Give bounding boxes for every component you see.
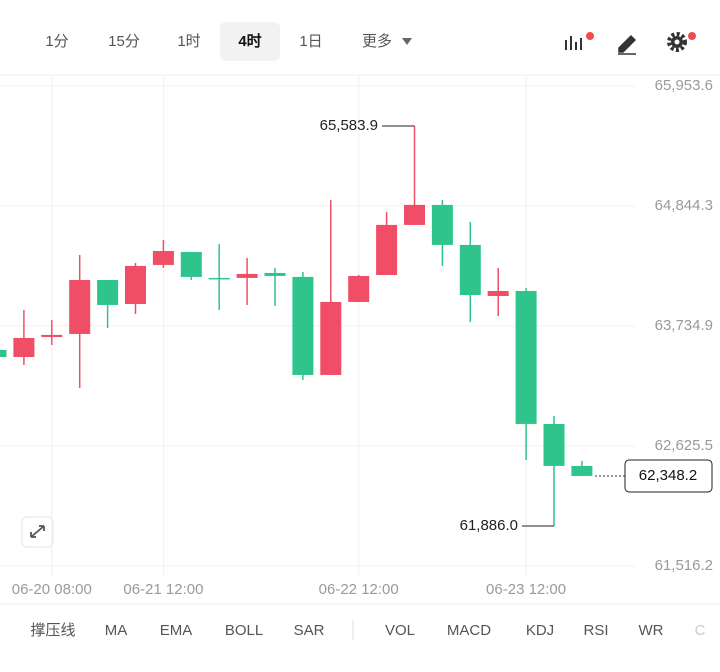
y-tick-label: 65,953.6: [655, 77, 713, 94]
candle-body: [41, 334, 63, 337]
indicator-tab[interactable]: 撑压线: [30, 622, 75, 639]
candle-body: [348, 275, 370, 302]
indicator-tab[interactable]: WR: [639, 622, 664, 639]
interval-tab[interactable]: 1分: [45, 33, 68, 50]
badge-dot: [688, 32, 696, 40]
settings-icon[interactable]: [667, 32, 687, 52]
indicator-tab[interactable]: MA: [105, 622, 128, 639]
candle-body: [264, 272, 286, 276]
interval-tab[interactable]: 1时: [177, 33, 200, 50]
candle-body: [0, 349, 7, 357]
candle-body: [236, 273, 258, 278]
indicator-tab[interactable]: BOLL: [225, 622, 263, 639]
expand-glyph: [30, 525, 45, 538]
candle-body: [292, 276, 314, 375]
indicator-tab[interactable]: RSI: [583, 622, 608, 639]
y-tick-label: 64,844.3: [655, 197, 713, 214]
indicator-glyph: [565, 36, 582, 50]
gear-hole: [674, 39, 680, 45]
x-tick-label: 06-22 12:00: [319, 581, 399, 598]
indicator-tab[interactable]: C: [695, 622, 706, 639]
candle-body: [487, 291, 509, 296]
interval-tab[interactable]: 1日: [299, 33, 322, 50]
candle-body: [320, 301, 342, 375]
high-label: 65,583.9: [320, 117, 378, 134]
last-price-box: [624, 459, 713, 493]
candle-body: [180, 251, 202, 277]
x-tick-label: 06-23 12:00: [486, 581, 566, 598]
x-tick-label: 06-21 12:00: [123, 581, 203, 598]
draw-icon[interactable]: [618, 34, 637, 55]
candle-body: [125, 265, 146, 304]
indicator-tab[interactable]: MACD: [447, 622, 491, 639]
y-tick-label: 61,516.2: [655, 557, 713, 574]
candle-body: [152, 250, 174, 265]
dropdown-caret: [402, 38, 412, 45]
interval-tab[interactable]: 15分: [108, 33, 140, 50]
low-label: 61,886.0: [460, 517, 518, 534]
interval-tab[interactable]: 4时: [238, 33, 261, 50]
candle-body: [459, 244, 481, 296]
active-tab: [220, 22, 280, 61]
badge-dot: [586, 32, 594, 40]
indicator-tab[interactable]: VOL: [385, 622, 415, 639]
y-tick-label: 63,734.9: [655, 317, 713, 334]
indicator-tab[interactable]: EMA: [160, 622, 193, 639]
candle-body: [515, 291, 537, 424]
y-tick-label: 62,625.5: [655, 437, 713, 454]
candle-body: [376, 224, 398, 275]
candle-body: [69, 279, 91, 334]
candle-body: [404, 204, 425, 225]
candle-body: [13, 337, 35, 357]
indicator-tab[interactable]: SAR: [294, 622, 325, 639]
x-tick-label: 06-20 08:00: [12, 581, 92, 598]
interval-tab[interactable]: 更多: [362, 33, 392, 50]
indicator-icon[interactable]: [565, 36, 582, 50]
candle-body: [431, 204, 453, 245]
candle-body: [97, 279, 119, 305]
candle-body: [571, 465, 593, 476]
candle-body: [208, 277, 230, 280]
indicator-tab[interactable]: KDJ: [526, 622, 554, 639]
candle-body: [543, 423, 565, 466]
last-price-label: 62,348.2: [639, 467, 697, 484]
gear-teeth: [667, 32, 687, 52]
